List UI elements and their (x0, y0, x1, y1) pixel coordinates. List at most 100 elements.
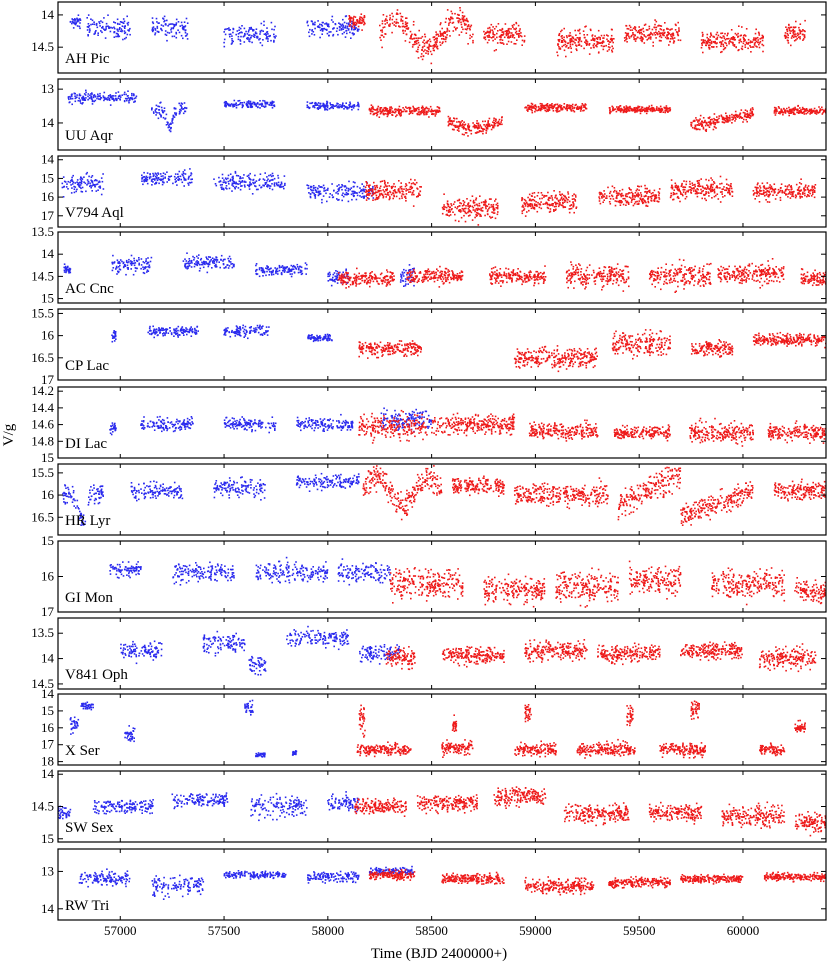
data-point (94, 31, 96, 33)
data-point (284, 182, 286, 185)
data-point (704, 187, 707, 189)
data-point (171, 23, 173, 25)
data-point (273, 105, 276, 108)
data-point (277, 181, 280, 184)
data-point (728, 189, 731, 192)
data-point (409, 30, 412, 33)
data-point (512, 35, 514, 37)
data-point (392, 192, 395, 195)
data-point (521, 39, 524, 42)
data-point (635, 189, 638, 192)
data-point (362, 195, 364, 198)
data-point (472, 41, 474, 44)
data-point (525, 202, 528, 204)
data-point (428, 38, 431, 41)
data-point (484, 38, 487, 41)
data-point (436, 41, 438, 43)
data-point (401, 190, 403, 192)
data-point (121, 94, 123, 96)
data-point (259, 33, 261, 35)
star-name-label: AH Pic (65, 51, 110, 67)
data-point (727, 188, 730, 190)
data-point (755, 40, 758, 43)
data-point (615, 200, 618, 203)
data-point (338, 22, 340, 24)
data-point (617, 106, 620, 108)
data-point (157, 105, 159, 108)
data-point (108, 97, 110, 100)
data-point (177, 179, 179, 181)
data-point (530, 106, 532, 108)
data-point (647, 198, 649, 200)
data-point (648, 27, 651, 30)
data-point (573, 203, 575, 205)
data-point (437, 35, 440, 37)
data-point (238, 99, 241, 102)
data-point (246, 102, 248, 105)
data-point (636, 194, 639, 197)
data-point (393, 183, 395, 185)
data-point (375, 194, 378, 197)
data-point (571, 106, 574, 108)
data-point (707, 40, 709, 42)
data-point (483, 204, 486, 206)
data-point (331, 183, 333, 185)
data-point (611, 28, 613, 31)
data-point (174, 173, 177, 175)
data-point (416, 195, 419, 197)
data-point (472, 209, 475, 211)
data-point (388, 24, 390, 26)
data-point (693, 119, 696, 122)
data-point (180, 107, 183, 110)
data-point (100, 177, 103, 179)
data-point (87, 34, 89, 37)
data-point (232, 28, 235, 31)
data-point (363, 197, 365, 199)
data-point (115, 92, 117, 94)
data-point (155, 181, 158, 184)
data-point (112, 97, 114, 100)
data-point (746, 115, 748, 117)
data-point (607, 186, 609, 189)
data-point (174, 112, 176, 114)
data-point (609, 203, 612, 205)
data-point (250, 103, 252, 106)
data-point (482, 201, 485, 203)
data-point (426, 107, 429, 110)
data-point (528, 204, 531, 207)
data-point (250, 104, 252, 107)
data-point (549, 210, 552, 213)
data-point (730, 183, 732, 185)
data-point (399, 191, 401, 194)
data-point (446, 202, 449, 205)
data-point (255, 32, 257, 34)
data-point (646, 205, 649, 207)
data-point (707, 41, 710, 43)
data-point (713, 188, 716, 191)
data-point (490, 198, 492, 200)
data-point (100, 30, 102, 32)
data-point (175, 180, 177, 182)
data-point (320, 105, 323, 107)
data-point (667, 110, 669, 113)
data-point (651, 109, 654, 111)
data-point (448, 215, 450, 217)
data-point (809, 109, 812, 112)
data-point (353, 195, 355, 197)
data-point (478, 202, 481, 205)
data-point (333, 105, 335, 108)
data-point (558, 204, 561, 206)
data-point (248, 183, 251, 185)
data-point (652, 41, 654, 44)
data-point (408, 113, 411, 115)
data-point (485, 132, 487, 134)
data-point (803, 34, 806, 36)
data-point (724, 119, 726, 122)
data-point (497, 122, 500, 124)
data-point (344, 106, 347, 108)
data-point (689, 183, 691, 185)
data-point (465, 129, 467, 131)
data-point (584, 106, 586, 108)
data-point (238, 180, 241, 183)
data-point (577, 107, 579, 109)
